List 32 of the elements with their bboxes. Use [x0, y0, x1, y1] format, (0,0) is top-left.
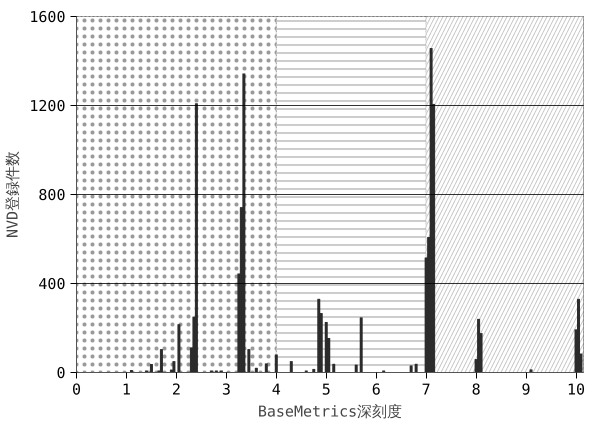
x-tick-label: 7 [422, 380, 431, 398]
x-tick-label: 8 [472, 380, 481, 398]
y-tick-label: 800 [38, 186, 66, 204]
bar [247, 349, 250, 372]
x-tick-label: 6 [372, 380, 381, 398]
bar [150, 364, 153, 372]
x-tick-label: 2 [172, 380, 181, 398]
bar [160, 349, 163, 372]
x-tick-label: 10 [566, 380, 586, 398]
y-axis-title: NVD登録件数 [3, 150, 22, 238]
y-tick-label: 1600 [29, 8, 66, 26]
bar [274, 354, 278, 372]
bar [177, 324, 180, 372]
bar [254, 368, 258, 372]
bar [410, 366, 413, 372]
bar [414, 364, 418, 372]
x-tick-label: 9 [522, 380, 531, 398]
bar [290, 361, 293, 372]
y-tick-label: 400 [38, 275, 66, 293]
bar [172, 361, 176, 372]
bar [242, 73, 246, 372]
bar [264, 363, 268, 372]
y-tick-label: 0 [56, 364, 66, 382]
x-tick-label: 5 [322, 380, 331, 398]
x-tick-label: 0 [72, 380, 82, 398]
x-tick-label: 1 [122, 380, 131, 398]
bar [577, 298, 580, 372]
y-tick-label: 1200 [29, 97, 66, 115]
x-tick-label: 4 [272, 380, 281, 398]
x-axis-title: BaseMetrics深刻度 [258, 402, 402, 420]
bar [194, 103, 198, 372]
x-tick-label: 3 [222, 380, 231, 398]
